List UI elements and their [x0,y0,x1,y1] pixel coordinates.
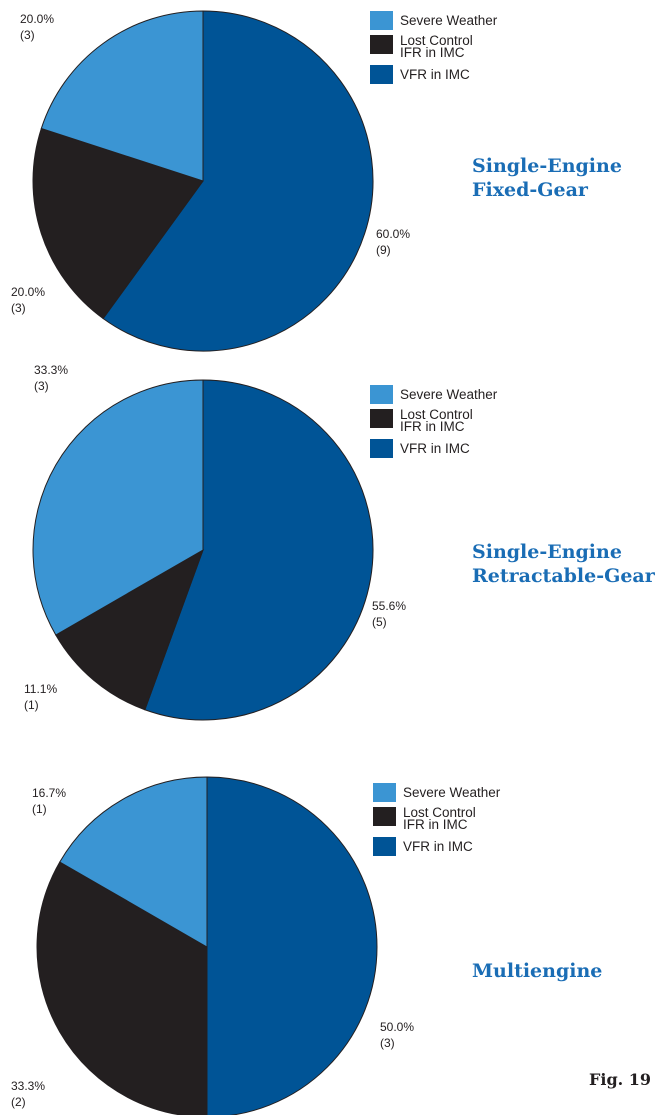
chart-title: Retractable-Gear [472,565,656,587]
pie-slice-lost-control-ifr-in-imc [32,127,204,320]
slice-percent-label: 11.1% [24,682,57,696]
legend-swatch [370,35,393,54]
legend-swatch [373,807,396,826]
chart-title: Fixed-Gear [472,179,589,201]
legend-swatch [373,783,396,802]
legend-label: VFR in IMC [400,67,470,82]
legend-label: IFR in IMC [400,419,465,434]
legend-label: Severe Weather [400,13,498,28]
legend-swatch [370,385,393,404]
legend-swatch [370,65,393,84]
slice-percent-label: 60.0% [376,227,410,241]
legend-label: Severe Weather [403,785,501,800]
slice-count-label: (9) [376,243,391,257]
pie-slice-vfr-in-imc [144,379,374,721]
legend-label: VFR in IMC [400,441,470,456]
legend-swatch [370,409,393,428]
pie-chart-2: 55.6% (5) 11.1% (1) 33.3% (3) Severe Weather Lo… [24,363,656,721]
legend-swatch [370,11,393,30]
chart-title: Multiengine [472,960,602,982]
legend-label: Lost Control [400,33,473,48]
slice-count-label: (2) [11,1095,26,1109]
pie-chart-3: 50.0% (3) 33.3% (2) 16.7% (1) Severe Weather Lo… [11,776,602,1115]
pie-chart-1: 60.0% (9) 20.0% (3) 20.0% (3) Severe Weather Lo… [11,10,622,352]
legend-label: Lost Control [403,805,476,820]
slice-count-label: (3) [34,379,49,393]
slice-percent-label: 55.6% [372,599,406,613]
slice-count-label: (1) [32,802,47,816]
pie-slice-severe-weather [32,379,204,636]
legend-label: Lost Control [400,407,473,422]
pie-slice-severe-weather [40,10,204,182]
figure-label: Fig. 19 [589,1070,651,1089]
pie-slice-lost-control-ifr-in-imc [36,861,208,1115]
pie-slice-vfr-in-imc [206,776,378,1115]
chart-title: Single-Engine [472,155,622,177]
slice-count-label: (3) [380,1036,395,1050]
slice-percent-label: 16.7% [32,786,66,800]
slice-percent-label: 33.3% [11,1079,45,1093]
pie-slice-vfr-in-imc [102,10,374,352]
legend-label: IFR in IMC [400,45,465,60]
slice-percent-label: 50.0% [380,1020,414,1034]
slice-percent-label: 33.3% [34,363,68,377]
legend-swatch [373,837,396,856]
legend-label: IFR in IMC [403,817,468,832]
legend-label: Severe Weather [400,387,498,402]
slice-count-label: (3) [20,28,35,42]
slice-percent-label: 20.0% [20,12,54,26]
chart-title: Single-Engine [472,541,622,563]
slice-count-label: (1) [24,698,39,712]
slice-count-label: (5) [372,615,387,629]
legend-swatch [370,439,393,458]
pie-slice-lost-control-ifr-in-imc [55,548,204,711]
slice-count-label: (3) [11,301,26,315]
pie-slice-severe-weather [59,776,208,948]
slice-percent-label: 20.0% [11,285,45,299]
legend-label: VFR in IMC [403,839,473,854]
